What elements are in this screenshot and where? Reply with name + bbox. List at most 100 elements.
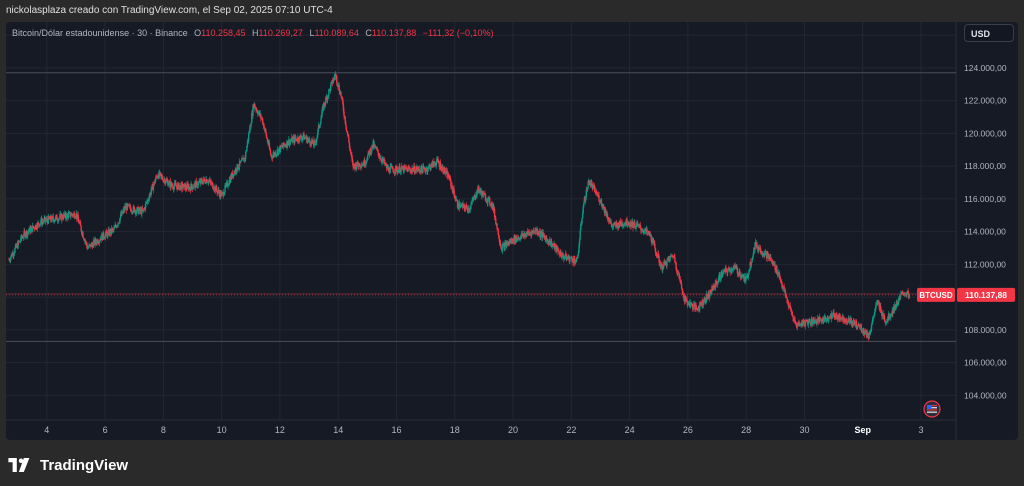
candle-body — [207, 180, 210, 183]
candle-body — [657, 253, 660, 257]
candle-body — [540, 233, 542, 237]
tradingview-logo[interactable]: TradingView — [8, 454, 128, 476]
candle-body — [458, 202, 461, 209]
candle-body — [425, 169, 427, 173]
candle-body — [488, 197, 490, 199]
candle-body — [870, 324, 873, 329]
candle-body — [161, 176, 164, 180]
candle-body — [42, 221, 45, 223]
candle-body — [440, 169, 442, 171]
candle-body — [831, 315, 833, 319]
candle-body — [403, 165, 405, 173]
candle-body — [537, 229, 539, 234]
candle-body — [111, 229, 113, 233]
candle-body — [117, 222, 119, 226]
candle-body — [241, 158, 243, 161]
candle-body — [578, 239, 581, 246]
candle-body — [32, 225, 34, 228]
candle-body — [566, 257, 569, 258]
candle-body — [405, 167, 407, 169]
candle-body — [41, 221, 44, 225]
candle-body — [489, 197, 491, 205]
candle-body — [604, 208, 607, 214]
candle-body — [374, 146, 377, 149]
candle-body — [710, 291, 713, 293]
currency-selector[interactable]: USD — [964, 24, 1014, 42]
candle-body — [129, 205, 132, 209]
x-tick-label: 8 — [161, 425, 166, 435]
candle-body — [842, 315, 844, 322]
candle-body — [340, 96, 343, 98]
candle-body — [265, 132, 268, 137]
candle-body — [453, 193, 456, 199]
candlestick-chart[interactable]: 104.000,00106.000,00108.000,00110.000,00… — [6, 22, 1018, 440]
candle-body — [336, 83, 339, 86]
candle-body — [254, 107, 257, 109]
candle-body — [308, 138, 311, 142]
candle-body — [173, 186, 175, 190]
candle-body — [833, 314, 836, 318]
candle-body — [839, 317, 842, 320]
candle-body — [260, 113, 262, 119]
candle-body — [582, 206, 584, 214]
candle-body — [70, 215, 72, 217]
candle-body — [350, 149, 352, 154]
candle-body — [71, 213, 73, 215]
candle-body — [573, 258, 575, 260]
chart-panel[interactable]: 104.000,00106.000,00108.000,00110.000,00… — [6, 22, 1018, 440]
y-tick-label: 108.000,00 — [964, 325, 1007, 335]
candle-body — [872, 316, 875, 318]
candle-body — [246, 146, 248, 152]
x-tick-label: 20 — [508, 425, 518, 435]
candle-body — [240, 160, 242, 163]
candle-body — [198, 181, 200, 183]
candle-body — [767, 252, 769, 254]
candle-body — [673, 256, 676, 257]
candle-body — [361, 165, 363, 166]
candle-body — [303, 133, 305, 140]
candle-body — [150, 186, 153, 192]
candle-body — [183, 184, 185, 188]
candle-body — [409, 168, 411, 171]
candle-body — [54, 216, 57, 220]
us-flag-canton — [927, 405, 932, 409]
candle-body — [640, 227, 642, 231]
candle-body — [863, 328, 865, 333]
candle-body — [465, 205, 468, 208]
candle-body — [651, 239, 654, 244]
symbol-title[interactable]: Bitcoin/Dólar estadounidense · 30 · Bina… — [12, 28, 188, 38]
candle-body — [674, 256, 676, 263]
candle-body — [271, 156, 273, 158]
candle-body — [287, 143, 289, 146]
candle-body — [586, 188, 589, 191]
candle-body — [78, 219, 80, 224]
candle-body — [30, 228, 32, 233]
candle-body — [499, 243, 502, 247]
candle-body — [675, 262, 677, 270]
candle-body — [889, 315, 892, 319]
candle-body — [209, 179, 212, 182]
candle-body — [689, 305, 691, 307]
x-tick-label: 4 — [44, 425, 49, 435]
change-value: −111,32 (−0,10%) — [422, 28, 494, 38]
candle-body — [404, 165, 406, 168]
candle-body — [164, 182, 167, 184]
candle-body — [476, 190, 478, 196]
candle-body — [69, 212, 71, 217]
candle-body — [500, 246, 502, 249]
us-flag-stripe — [927, 405, 937, 407]
candle-body — [546, 239, 549, 242]
candle-body — [43, 218, 45, 222]
candle-body — [168, 181, 170, 185]
candle-body — [781, 285, 784, 289]
candle-body — [202, 181, 204, 185]
candle-body — [689, 302, 692, 306]
candle-body — [709, 290, 711, 296]
candle-body — [225, 183, 227, 186]
candle-body — [800, 324, 802, 326]
candle-body — [268, 142, 271, 149]
candle-body — [394, 166, 397, 172]
us-flag-stripe — [927, 409, 937, 411]
candle-body — [62, 214, 65, 220]
candle-body — [88, 244, 91, 246]
